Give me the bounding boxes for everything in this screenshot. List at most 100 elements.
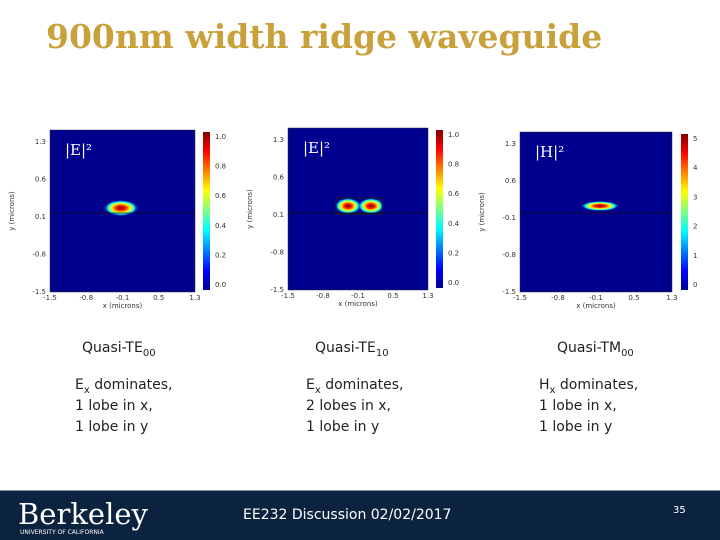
mode-sub: 00 (621, 348, 634, 359)
colorbar-tick-label: 1 (693, 252, 697, 260)
description-line: 1 lobe in x, (75, 398, 153, 414)
x-tick-label: 1.3 (422, 292, 433, 300)
description-text: 1 lobe in x, (75, 398, 153, 414)
x-tick-label: 1.3 (189, 294, 200, 302)
colorbar-tick-label: 0.8 (448, 161, 459, 169)
y-tick-label: 1.3 (273, 136, 284, 144)
mode-lobe (358, 198, 384, 214)
footer-bar (0, 490, 720, 540)
description-line: 2 lobes in x, (306, 398, 391, 414)
x-tick-label: 0.5 (153, 294, 164, 302)
mode-lobe (104, 200, 138, 216)
mode-lobe (581, 201, 619, 211)
mode-name: Quasi-TE00 (82, 340, 156, 359)
waveguide-box (335, 197, 383, 215)
colorbar-tick-label: 0.0 (215, 281, 226, 289)
description-text: 1 lobe in x, (539, 398, 617, 414)
x-tick-label: -1.5 (513, 294, 527, 302)
y-axis-label: y (microns) (8, 191, 16, 231)
colorbar-tick-label: 0.2 (448, 249, 459, 257)
y-tick-label: -0.1 (502, 214, 516, 222)
y-axis-label: y (microns) (246, 189, 254, 229)
field-label: |H|² (535, 143, 564, 161)
x-tick-label: -0.8 (316, 292, 330, 300)
y-tick-label: -1.5 (270, 286, 284, 294)
description-sub: x (315, 385, 321, 396)
description-line: Hx dominates, (539, 377, 638, 396)
y-tick-label: 0.1 (273, 211, 284, 219)
mode-text: Quasi-TM (557, 340, 621, 356)
description-line: Ex dominates, (306, 377, 404, 396)
description-text: H (539, 377, 550, 393)
x-tick-label: 0.5 (387, 292, 398, 300)
logo: Berkeley (18, 497, 149, 531)
colorbar-tick-label: 3 (693, 193, 697, 201)
description-line: 1 lobe in y (75, 419, 148, 435)
y-tick-label: 1.3 (505, 140, 516, 148)
x-tick-label: -0.1 (589, 294, 603, 302)
y-tick-label: -0.8 (32, 251, 46, 259)
description-rest: dominates, (90, 377, 173, 393)
colorbar (436, 130, 443, 288)
colorbar (203, 132, 210, 290)
mode-lobe (335, 198, 361, 214)
description-text: 2 lobes in x, (306, 398, 391, 414)
colorbar-tick-label: 1.0 (215, 133, 226, 141)
description-text: E (306, 377, 315, 393)
y-tick-label: 0.6 (273, 174, 285, 182)
description-rest: dominates, (321, 377, 404, 393)
y-tick-label: 1.3 (35, 138, 46, 146)
y-tick-label: -0.8 (502, 251, 516, 259)
y-tick-label: -0.8 (270, 249, 284, 257)
y-tick-label: -1.5 (32, 288, 46, 296)
description-sub: x (84, 385, 90, 396)
description-rest: dominates, (555, 377, 638, 393)
mode-text: Quasi-TE (82, 340, 143, 356)
description-text: 1 lobe in y (75, 419, 148, 435)
mode-sub: 10 (376, 348, 389, 359)
x-tick-label: -0.1 (116, 294, 130, 302)
field-plot (519, 131, 673, 293)
description-line: 1 lobe in x, (539, 398, 617, 414)
field-label: |E|² (303, 139, 330, 157)
x-tick-label: -0.8 (79, 294, 93, 302)
colorbar-tick-label: 1.0 (448, 131, 459, 139)
slide-title: 900nm width ridge waveguide (46, 17, 602, 56)
x-axis-label: x (microns) (338, 300, 378, 308)
mode-name: Quasi-TM00 (557, 340, 634, 359)
colorbar (681, 134, 688, 290)
y-tick-label: 0.6 (505, 177, 517, 185)
x-tick-label: -1.5 (281, 292, 295, 300)
description-line: 1 lobe in y (306, 419, 379, 435)
colorbar-tick-label: 0.6 (215, 192, 227, 200)
mode-sub: 00 (143, 348, 156, 359)
x-tick-label: -1.5 (43, 294, 57, 302)
description-text: 1 lobe in y (306, 419, 379, 435)
mode-text: Quasi-TE (315, 340, 376, 356)
colorbar-tick-label: 0.8 (215, 163, 226, 171)
logo-sub: UNIVERSITY OF CALIFORNIA (20, 529, 105, 536)
x-axis-label: x (microns) (576, 302, 616, 310)
colorbar-tick-label: 0.0 (448, 279, 459, 287)
x-axis-label: x (microns) (103, 302, 143, 310)
description-sub: x (550, 385, 556, 396)
colorbar-tick-label: 0.2 (215, 251, 226, 259)
colorbar-tick-label: 0.4 (215, 222, 227, 230)
field-label: |E|² (65, 141, 92, 159)
description-line: 1 lobe in y (539, 419, 612, 435)
mode-name: Quasi-TE10 (315, 340, 389, 359)
x-tick-label: -0.1 (351, 292, 365, 300)
colorbar-tick-label: 0 (693, 281, 697, 289)
description-line: Ex dominates, (75, 377, 173, 396)
page-number: 35 (673, 505, 686, 516)
y-axis-label: y (microns) (478, 192, 486, 232)
y-tick-label: -1.5 (502, 288, 516, 296)
x-tick-label: 1.3 (666, 294, 677, 302)
colorbar-tick-label: 0.4 (448, 220, 460, 228)
footer-text: EE232 Discussion 02/02/2017 (243, 507, 451, 523)
colorbar-tick-label: 4 (693, 164, 698, 172)
colorbar-tick-label: 5 (693, 135, 697, 143)
x-tick-label: -0.8 (551, 294, 565, 302)
colorbar-tick-label: 0.6 (448, 190, 460, 198)
